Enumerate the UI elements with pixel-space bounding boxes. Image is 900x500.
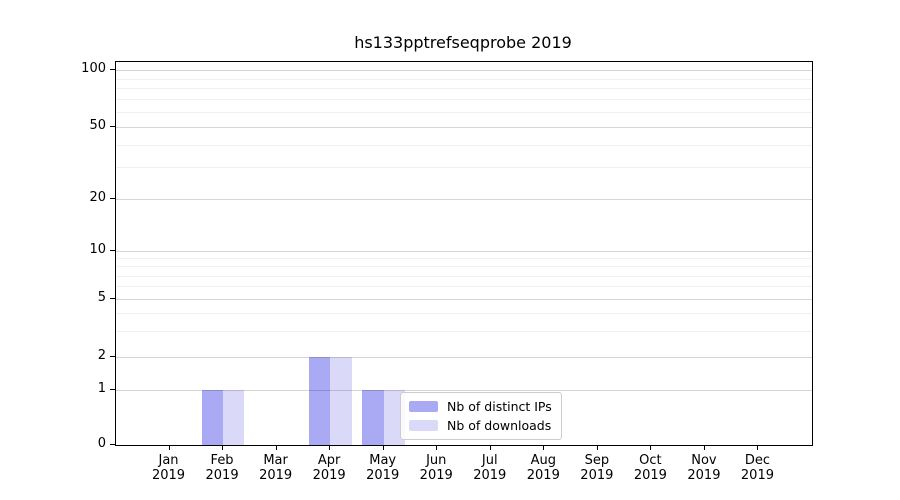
x-tick-month: Feb <box>210 453 234 468</box>
y-axis-tick-label: 10 <box>89 242 106 257</box>
bar-distinct-ips <box>308 357 331 445</box>
chart-title: hs133pptrefseqprobe 2019 <box>354 33 572 52</box>
y-axis-tick-label: 50 <box>89 118 106 133</box>
y-axis-tick <box>110 126 115 127</box>
x-axis-tick <box>650 445 652 450</box>
y-axis-tick-label: 2 <box>97 348 106 363</box>
y-axis-tick <box>110 69 115 70</box>
x-axis-tick-label: Feb 2019 <box>194 453 250 483</box>
x-tick-year: 2019 <box>312 468 346 483</box>
legend-swatch-distinct-ips-icon <box>409 401 438 412</box>
y-axis-tick <box>110 389 115 390</box>
y-axis-tick-label: 20 <box>89 190 106 205</box>
x-tick-year: 2019 <box>687 468 721 483</box>
x-axis-tick-label: Sep 2019 <box>569 453 625 483</box>
legend-entry-distinct-ips: Nb of distinct IPs <box>409 397 552 416</box>
x-tick-month: May <box>369 453 397 468</box>
bar-distinct-ips <box>201 390 224 445</box>
y-axis-tick-label: 0 <box>97 436 106 451</box>
x-tick-year: 2019 <box>473 468 507 483</box>
bar-downloads <box>330 357 352 445</box>
x-tick-year: 2019 <box>151 468 186 483</box>
y-axis-tick <box>110 356 115 357</box>
y-axis-tick <box>110 250 115 251</box>
x-axis-tick-label: Mar 2019 <box>248 453 304 483</box>
x-axis-tick-label: Jan 2019 <box>141 453 197 483</box>
x-axis-tick <box>382 445 384 450</box>
x-tick-year: 2019 <box>366 468 400 483</box>
x-axis-tick <box>275 445 277 450</box>
x-axis-tick <box>757 445 759 450</box>
y-axis-tick-label: 100 <box>81 61 106 76</box>
x-tick-year: 2019 <box>259 468 293 483</box>
x-axis-tick-label: Jun 2019 <box>408 453 464 483</box>
x-tick-month: Jun <box>426 453 447 468</box>
x-tick-year: 2019 <box>740 468 774 483</box>
legend-entry-downloads: Nb of downloads <box>409 416 552 435</box>
x-axis-tick <box>329 445 331 450</box>
x-tick-month: Mar <box>263 453 288 468</box>
x-tick-year: 2019 <box>419 468 453 483</box>
x-tick-month: Jan <box>158 453 179 468</box>
legend: Nb of distinct IPs Nb of downloads <box>400 392 562 440</box>
x-axis-tick <box>543 445 545 450</box>
x-tick-month: Jul <box>481 453 498 468</box>
x-tick-year: 2019 <box>526 468 560 483</box>
x-axis-tick-label: Aug 2019 <box>515 453 571 483</box>
x-tick-month: Nov <box>691 453 717 468</box>
x-axis-tick <box>222 445 224 450</box>
x-tick-year: 2019 <box>580 468 614 483</box>
plot-area: Nb of distinct IPs Nb of downloads <box>115 61 813 446</box>
x-tick-month: Aug <box>530 453 556 468</box>
x-axis-tick <box>489 445 491 450</box>
y-axis-tick <box>110 198 115 199</box>
x-axis-tick-label: Apr 2019 <box>301 453 357 483</box>
legend-swatch-downloads-icon <box>409 420 438 431</box>
bar-downloads <box>383 390 406 445</box>
x-tick-year: 2019 <box>205 468 239 483</box>
x-tick-year: 2019 <box>633 468 667 483</box>
bars-layer <box>116 62 812 445</box>
y-axis-tick-label: 1 <box>97 381 106 396</box>
bar-downloads <box>223 390 245 445</box>
x-axis-tick <box>168 445 170 450</box>
y-axis-tick <box>110 444 115 445</box>
x-tick-month: Apr <box>317 453 341 468</box>
x-axis-tick-label: May 2019 <box>355 453 411 483</box>
y-axis-tick-label: 5 <box>97 290 106 305</box>
x-axis-tick <box>703 445 705 450</box>
x-axis-tick <box>596 445 598 450</box>
x-tick-month: Dec <box>744 453 771 468</box>
bar-distinct-ips <box>362 390 384 445</box>
x-axis-tick-label: Nov 2019 <box>676 453 732 483</box>
legend-label-downloads: Nb of downloads <box>447 418 552 433</box>
x-axis-tick-label: Jul 2019 <box>462 453 518 483</box>
x-axis-tick <box>436 445 438 450</box>
x-axis-tick-label: Dec 2019 <box>729 453 785 483</box>
legend-label-distinct-ips: Nb of distinct IPs <box>447 399 552 414</box>
x-axis-tick-label: Oct 2019 <box>622 453 678 483</box>
x-tick-month: Oct <box>639 453 662 468</box>
x-tick-month: Sep <box>584 453 610 468</box>
y-axis-tick <box>110 298 115 299</box>
